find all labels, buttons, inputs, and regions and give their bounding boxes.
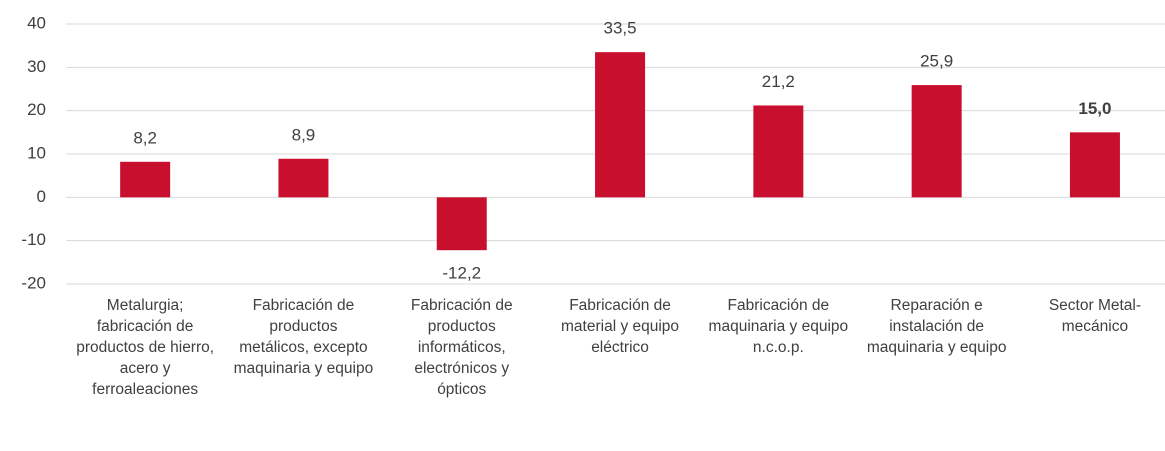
x-tick-label: Metalurgia; fabricación de productos de … xyxy=(76,297,215,398)
bar xyxy=(120,161,171,198)
data-label: 15,0 xyxy=(1078,99,1111,118)
y-tick-label: 40 xyxy=(27,13,46,32)
x-tick-label: Fabricación de productos informáticos, e… xyxy=(410,297,513,398)
data-label: 8,2 xyxy=(133,128,157,147)
x-tick-label: Sector Metal-mecánico xyxy=(1048,297,1142,335)
x-tick-label: Fabricación de productos metálicos, exce… xyxy=(233,297,374,377)
x-tick-label: Reparación e instalación de maquinaria y… xyxy=(866,297,1007,356)
data-label: 21,2 xyxy=(762,72,795,91)
y-tick-label: 10 xyxy=(27,143,46,162)
y-tick-label: -10 xyxy=(21,230,46,249)
y-tick-label: 30 xyxy=(27,57,46,76)
y-tick-label: 0 xyxy=(37,187,46,206)
y-tick-label: 20 xyxy=(27,100,46,119)
bar xyxy=(278,158,329,198)
x-tick-label: Fabricación de maquinaria y equipo n.c.o… xyxy=(708,297,849,356)
data-label: -12,2 xyxy=(442,264,481,283)
data-label: 33,5 xyxy=(604,19,637,38)
bar xyxy=(911,85,962,198)
data-label: 8,9 xyxy=(292,125,316,144)
x-tick-label: Fabricación de material y equipo eléctri… xyxy=(561,297,680,356)
data-label: 25,9 xyxy=(920,52,953,71)
y-tick-label: -20 xyxy=(21,273,46,292)
bar xyxy=(436,197,487,251)
bar xyxy=(1069,132,1120,198)
bar xyxy=(595,52,646,198)
bar xyxy=(753,105,804,198)
